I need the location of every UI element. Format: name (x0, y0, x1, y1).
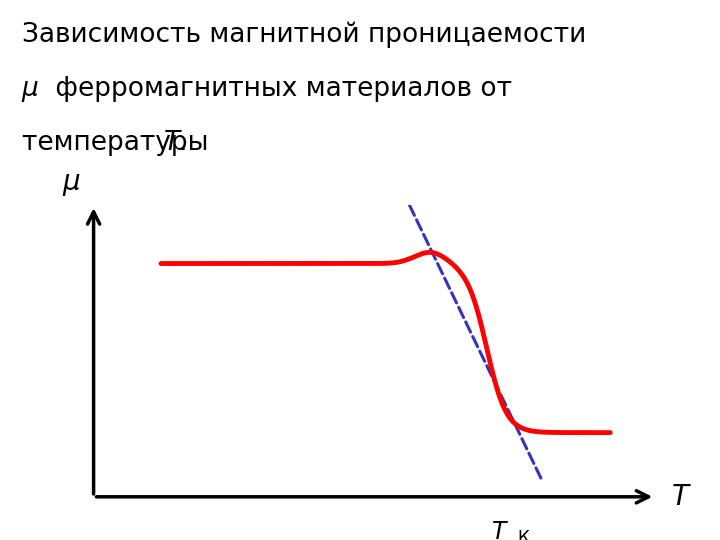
Text: μ: μ (22, 76, 38, 102)
Text: T: T (492, 520, 507, 540)
Text: T: T (672, 483, 689, 511)
Text: К: К (518, 529, 530, 540)
Text: μ: μ (63, 168, 80, 197)
Text: Зависимость магнитной проницаемости: Зависимость магнитной проницаемости (22, 22, 586, 48)
Text: температуры: температуры (22, 130, 217, 156)
Text: .: . (179, 130, 187, 156)
Text: T: T (164, 130, 180, 156)
Text: ферромагнитных материалов от: ферромагнитных материалов от (47, 76, 512, 102)
